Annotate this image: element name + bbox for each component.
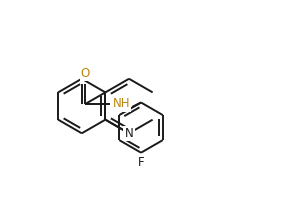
Text: O: O — [81, 67, 90, 80]
Text: N: N — [125, 127, 133, 140]
Text: F: F — [138, 156, 144, 169]
Text: NH: NH — [113, 98, 130, 110]
